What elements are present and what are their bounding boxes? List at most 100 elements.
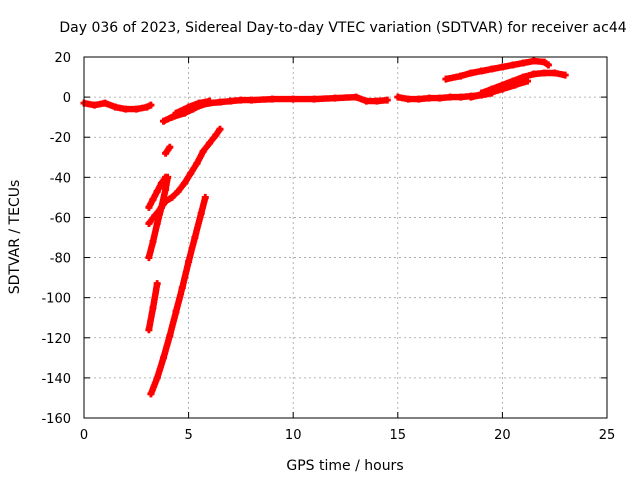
data-point <box>289 95 297 103</box>
data-point <box>174 187 182 195</box>
y-tick-label: -120 <box>41 332 71 347</box>
data-point <box>216 98 224 106</box>
data-point <box>509 61 517 69</box>
data-point <box>206 97 213 105</box>
y-tick-label: -100 <box>41 292 71 307</box>
y-tick-label: 0 <box>63 91 71 106</box>
data-point <box>442 75 450 83</box>
y-tick-label: -20 <box>50 131 71 146</box>
data-point <box>193 159 201 167</box>
data-point <box>467 69 475 77</box>
data-point <box>101 99 109 107</box>
data-point <box>478 67 485 75</box>
data-point <box>383 96 391 104</box>
data-point <box>157 179 165 187</box>
x-tick-label: 20 <box>494 428 511 443</box>
x-tick-label: 15 <box>390 428 407 443</box>
data-point <box>212 131 220 139</box>
data-point <box>189 105 197 113</box>
data-point <box>524 77 531 85</box>
data-point <box>237 96 245 104</box>
data-point <box>187 169 195 177</box>
data-point <box>166 332 174 340</box>
data-point <box>180 109 188 117</box>
data-point <box>247 96 255 104</box>
data-point <box>511 81 519 89</box>
data-point <box>143 103 151 111</box>
data-point <box>544 61 552 69</box>
data-point <box>153 220 161 227</box>
data-markers-track-dip-e <box>147 194 209 398</box>
data-point <box>153 280 161 288</box>
data-point <box>467 93 475 101</box>
data-point <box>457 93 465 101</box>
data-point <box>216 125 224 133</box>
data-point <box>446 93 454 101</box>
data-point <box>191 234 199 241</box>
data-point <box>331 94 339 102</box>
data-point <box>488 65 496 73</box>
x-tick-label: 25 <box>599 428 616 443</box>
data-series-track-late-lower2 <box>467 77 531 101</box>
data-point <box>373 97 381 105</box>
data-point <box>352 93 360 101</box>
data-point <box>561 71 569 79</box>
data-point <box>530 70 538 78</box>
data-point <box>153 187 161 195</box>
plot-frame <box>83 56 608 419</box>
data-series-track-dip-d <box>145 280 161 334</box>
data-point <box>160 117 167 125</box>
data-point <box>168 193 176 201</box>
data-point <box>540 58 548 66</box>
data-point <box>509 77 517 85</box>
data-point <box>147 390 155 398</box>
x-tick-label: 5 <box>184 428 192 443</box>
data-point <box>160 354 167 362</box>
data-point <box>166 143 174 151</box>
data-point <box>178 284 186 292</box>
data-point <box>268 95 276 103</box>
data-point <box>425 94 433 102</box>
data-point <box>185 258 193 266</box>
y-tick-label: 20 <box>54 51 71 66</box>
data-point <box>436 94 444 102</box>
data-point <box>498 81 506 89</box>
data-point <box>404 95 412 103</box>
data-series-track-dip-c <box>145 173 170 211</box>
y-tick-label: -60 <box>50 211 71 226</box>
data-point <box>151 211 159 219</box>
y-tick-label: -40 <box>50 171 71 186</box>
y-tick-label: -160 <box>41 412 71 427</box>
data-point <box>226 97 234 105</box>
data-point <box>162 173 170 181</box>
data-series-track-main-b <box>172 97 213 117</box>
data-point <box>415 95 423 103</box>
data-point <box>149 238 157 245</box>
data-point <box>362 97 370 105</box>
y-tick-label: -140 <box>41 372 71 387</box>
data-point <box>394 93 402 101</box>
data-point <box>162 149 170 157</box>
y-axis-label: SDTVAR / TECUs <box>7 180 23 295</box>
data-point <box>457 72 465 80</box>
data-point <box>145 220 153 227</box>
data-point <box>498 63 506 71</box>
data-point <box>172 109 180 117</box>
data-point <box>162 185 170 193</box>
data-point <box>201 193 209 201</box>
data-point <box>149 195 157 203</box>
data-series-track-dip-e <box>147 193 209 398</box>
data-point <box>122 105 130 113</box>
data-point <box>199 147 207 155</box>
data-series-track-main-a <box>160 93 391 125</box>
data-point <box>172 308 180 316</box>
data-point <box>540 69 548 77</box>
data-point <box>153 374 161 382</box>
data-layer <box>80 57 569 398</box>
data-markers-track-main-b <box>172 97 213 117</box>
data-point <box>530 57 538 65</box>
x-tick-label: 0 <box>80 428 88 443</box>
tick-layer: 0 5 10 15 20 25 20 0 -20 -40 -60 -80 -100 -120 -140 -16… <box>41 51 615 443</box>
data-point <box>180 179 188 187</box>
